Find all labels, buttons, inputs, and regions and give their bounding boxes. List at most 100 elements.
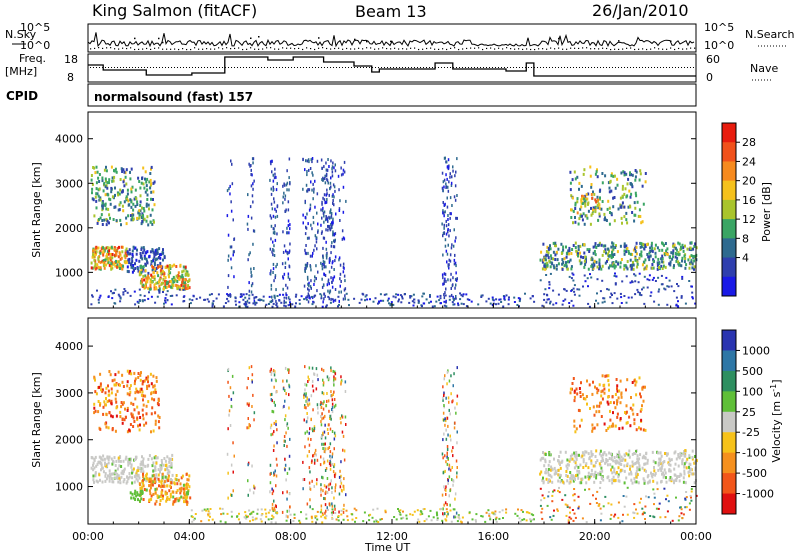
- nave-dot: [549, 67, 550, 68]
- data-cell: [326, 486, 328, 489]
- data-cell: [154, 466, 156, 469]
- data-cell: [343, 511, 345, 514]
- data-cell: [548, 287, 550, 289]
- data-cell: [677, 300, 679, 302]
- data-cell: [621, 280, 623, 282]
- data-cell: [690, 247, 692, 250]
- data-cell: [106, 181, 108, 184]
- nave-dot: [231, 67, 232, 68]
- data-cell: [451, 478, 453, 481]
- data-cell: [340, 475, 342, 478]
- data-cell: [227, 381, 229, 384]
- data-cell: [586, 395, 588, 398]
- data-cell: [153, 430, 155, 433]
- data-cell: [147, 400, 149, 403]
- data-cell: [523, 518, 525, 520]
- data-cell: [240, 293, 242, 295]
- data-cell: [307, 404, 309, 407]
- data-cell: [421, 295, 423, 297]
- data-cell: [142, 214, 144, 217]
- data-cell: [288, 176, 290, 179]
- data-cell: [359, 302, 361, 304]
- data-cell: [329, 194, 331, 197]
- nsearch-dot: [370, 47, 371, 48]
- data-cell: [284, 444, 286, 447]
- data-cell: [249, 513, 251, 515]
- data-cell: [187, 483, 189, 486]
- nsearch-dot: [574, 48, 575, 49]
- data-cell: [108, 426, 110, 429]
- nsearch-dot: [94, 48, 95, 49]
- data-cell: [114, 383, 116, 386]
- data-cell: [272, 433, 274, 436]
- y-tick-label: 4000: [55, 133, 83, 146]
- data-cell: [127, 380, 129, 383]
- data-cell: [612, 248, 614, 251]
- data-cell: [644, 506, 646, 508]
- data-cell: [496, 521, 498, 523]
- data-cell: [626, 247, 628, 250]
- data-cell: [346, 515, 348, 517]
- data-cell: [253, 267, 255, 270]
- data-cell: [97, 171, 99, 174]
- data-cell: [645, 172, 647, 175]
- data-cell: [564, 257, 566, 260]
- data-cell: [612, 425, 614, 428]
- data-cell: [647, 475, 649, 478]
- data-cell: [94, 390, 96, 393]
- data-cell: [450, 435, 452, 438]
- data-cell: [614, 406, 616, 409]
- data-cell: [596, 387, 598, 390]
- data-cell: [593, 465, 595, 468]
- data-cell: [269, 296, 271, 298]
- data-cell: [126, 480, 128, 483]
- data-cell: [600, 481, 602, 484]
- data-cell: [114, 289, 116, 291]
- data-cell: [518, 297, 520, 299]
- data-cell: [320, 401, 322, 404]
- data-cell: [650, 255, 652, 258]
- data-cell: [389, 304, 391, 306]
- data-cell: [602, 200, 604, 203]
- data-cell: [595, 410, 597, 413]
- nsearch-dot: [522, 49, 523, 50]
- data-cell: [275, 522, 277, 524]
- data-cell: [200, 520, 202, 522]
- data-cell: [641, 254, 643, 257]
- nsearch-dot: [498, 48, 499, 49]
- freq-tick-top: 18: [64, 53, 78, 66]
- data-cell: [167, 299, 169, 301]
- data-cell: [595, 449, 597, 452]
- data-cell: [556, 268, 558, 271]
- nsearch-dot: [150, 49, 151, 50]
- data-cell: [324, 193, 326, 196]
- data-cell: [309, 432, 311, 435]
- data-cell: [379, 519, 381, 521]
- data-cell: [183, 266, 185, 269]
- data-cell: [178, 499, 180, 502]
- data-cell: [252, 519, 254, 521]
- data-cell: [183, 484, 185, 487]
- data-cell: [133, 420, 135, 423]
- data-cell: [305, 270, 307, 273]
- data-cell: [180, 264, 182, 267]
- nave-dot: [675, 67, 676, 68]
- data-cell: [448, 244, 450, 247]
- data-cell: [685, 263, 687, 266]
- data-cell: [124, 408, 126, 411]
- data-cell: [579, 391, 581, 394]
- data-cell: [309, 450, 311, 453]
- data-cell: [285, 464, 287, 467]
- data-cell: [330, 442, 332, 445]
- data-cell: [325, 201, 327, 204]
- data-cell: [324, 295, 326, 298]
- data-cell: [645, 267, 647, 270]
- data-cell: [105, 397, 107, 400]
- data-cell: [290, 514, 292, 516]
- data-cell: [276, 512, 278, 514]
- data-cell: [283, 251, 285, 254]
- data-cell: [559, 474, 561, 477]
- data-cell: [167, 265, 169, 268]
- data-cell: [684, 267, 686, 270]
- data-cell: [675, 247, 677, 250]
